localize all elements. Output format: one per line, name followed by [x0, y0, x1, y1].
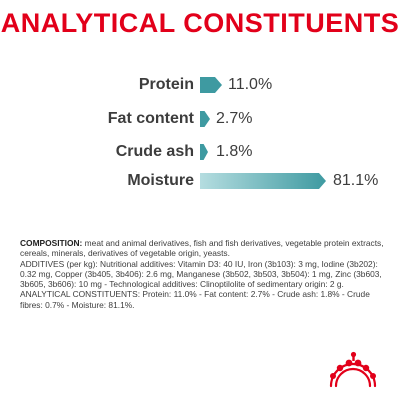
constituent-bar-shape — [200, 173, 326, 189]
constituent-label: Moisture — [127, 172, 194, 189]
page-title: ANALYTICAL CONSTITUENTS — [0, 8, 400, 38]
constituent-row-fat: Fat content 2.7% — [0, 108, 400, 130]
constituent-bar — [200, 173, 326, 189]
constituent-bar-shape — [200, 111, 210, 127]
analytical-summary-text: ANALYTICAL CONSTITUENTS: Protein: 11.0% … — [20, 289, 370, 310]
constituent-value: 2.7% — [216, 110, 253, 127]
constituent-label: Protein — [138, 76, 194, 93]
constituent-bar-shape — [200, 77, 222, 93]
composition-text: meat and animal derivatives, fish and fi… — [20, 238, 384, 259]
constituent-bar — [200, 77, 222, 93]
constituent-row-ash: Crude ash 1.8% — [0, 141, 400, 163]
constituent-label: Crude ash — [115, 143, 194, 160]
constituent-value: 1.8% — [216, 143, 253, 160]
constituent-row-moisture: Moisture 81.1% — [0, 170, 400, 192]
additives-text: ADDITIVES (per kg): Nutritional additive… — [20, 258, 382, 290]
constituent-label: Fat content — [107, 110, 194, 127]
composition-paragraph: COMPOSITION: meat and animal derivatives… — [20, 238, 384, 259]
constituent-bar-shape — [200, 144, 208, 160]
royal-canin-crown-icon — [329, 351, 377, 388]
constituent-bar — [200, 111, 210, 127]
constituent-bar — [200, 144, 208, 160]
composition-heading: COMPOSITION: — [20, 238, 83, 248]
constituent-value: 11.0% — [228, 76, 273, 93]
composition-block: COMPOSITION: meat and animal derivatives… — [20, 238, 384, 310]
constituent-row-protein: Protein 11.0% — [0, 74, 400, 96]
constituent-value: 81.1% — [333, 172, 379, 189]
